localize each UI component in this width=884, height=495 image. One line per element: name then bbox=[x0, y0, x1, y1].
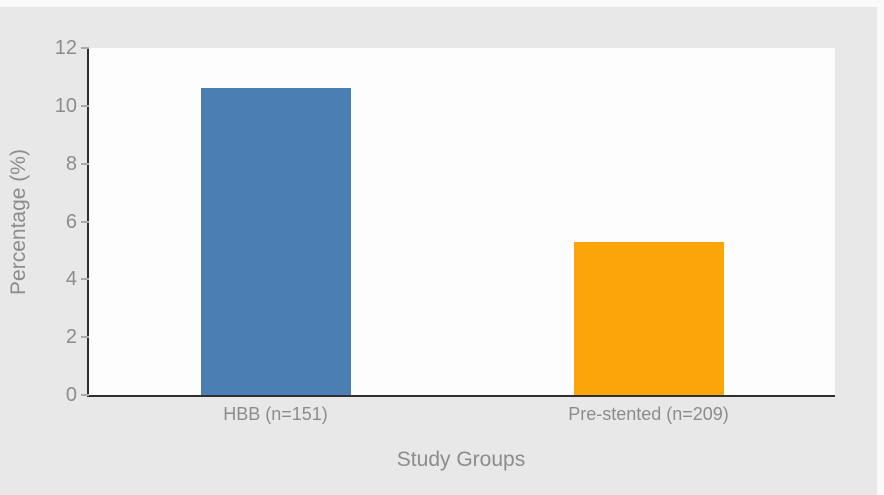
y-tick-mark bbox=[81, 336, 89, 339]
top-edge-highlight bbox=[0, 0, 884, 7]
y-tick-label: 4 bbox=[65, 268, 77, 291]
y-tick-6: 6 bbox=[66, 212, 89, 232]
y-tick-label: 0 bbox=[65, 384, 77, 406]
x-axis-label: Study Groups bbox=[396, 448, 526, 471]
y-tick-10: 10 bbox=[55, 96, 89, 116]
y-tick-label: 2 bbox=[65, 326, 77, 349]
bar-pre-stented bbox=[573, 241, 724, 395]
x-tick-label-hbb: HBB (n=151) bbox=[223, 404, 328, 424]
right-edge-highlight bbox=[877, 0, 884, 495]
y-tick-label: 6 bbox=[65, 210, 77, 233]
y-tick-8: 8 bbox=[66, 154, 89, 174]
y-tick-mark bbox=[81, 104, 89, 107]
y-tick-12: 12 bbox=[55, 38, 89, 58]
y-tick-2: 2 bbox=[66, 327, 89, 347]
y-tick-mark bbox=[81, 162, 89, 165]
y-tick-mark bbox=[81, 47, 89, 49]
y-tick-label: 10 bbox=[54, 94, 77, 117]
y-axis-label: Percentage (%) bbox=[7, 149, 30, 295]
y-axis-ticks: 0 2 4 6 8 10 12 bbox=[55, 38, 835, 405]
y-tick-0: 0 bbox=[66, 385, 89, 405]
y-tick-mark bbox=[81, 394, 89, 396]
y-tick-4: 4 bbox=[66, 269, 89, 289]
y-tick-mark bbox=[81, 278, 89, 281]
bar-hbb bbox=[200, 88, 351, 395]
y-tick-label: 8 bbox=[65, 152, 77, 175]
x-tick-label-pre-stented: Pre-stented (n=209) bbox=[568, 404, 729, 424]
y-tick-label: 12 bbox=[54, 37, 77, 59]
y-tick-mark bbox=[81, 220, 89, 223]
plot-area: 0 2 4 6 8 10 12 HBB (n=151) Pre-stented (n=209… bbox=[55, 38, 835, 424]
